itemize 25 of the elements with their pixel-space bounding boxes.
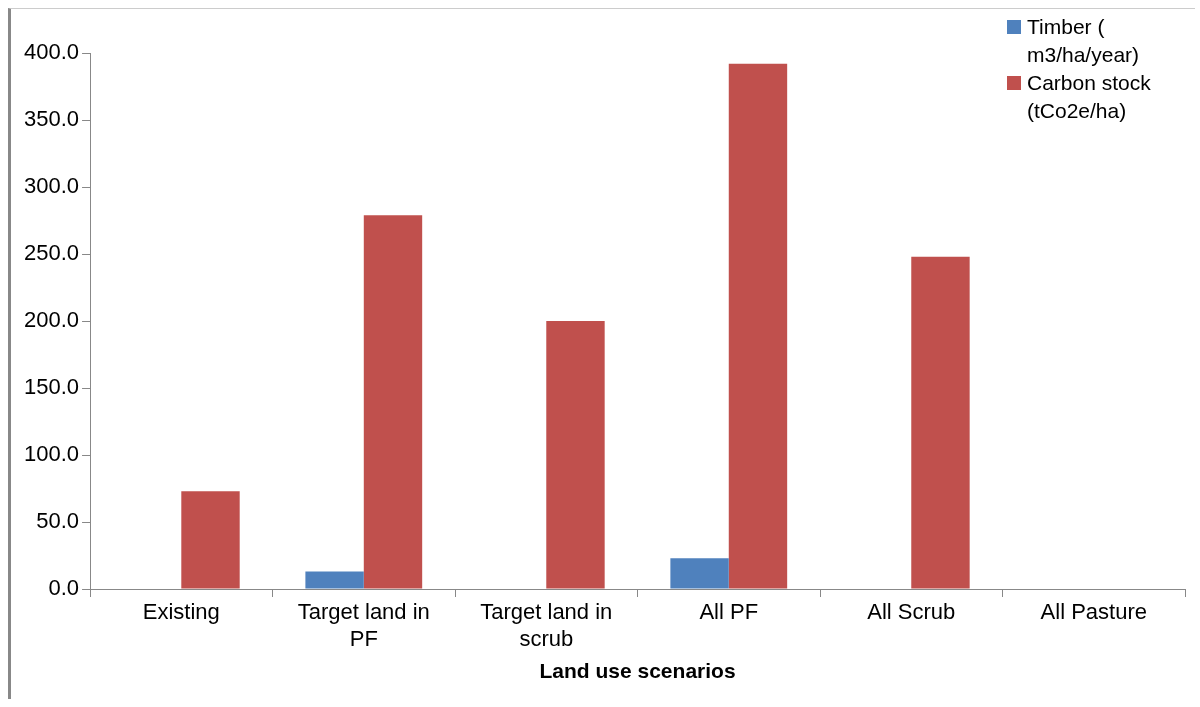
x-tick-label: All Scrub — [867, 599, 956, 625]
bar — [305, 571, 364, 589]
bar — [728, 63, 788, 589]
x-tick-label: Existing — [142, 599, 220, 625]
y-tick-label: 100.0 — [23, 441, 80, 467]
x-axis-title: Land use scenarios — [539, 659, 736, 683]
legend-label: Timber ( m3/ha/year) — [1027, 14, 1141, 68]
bar — [911, 256, 970, 589]
x-tick-label: All PF — [699, 599, 759, 625]
y-tick-label: 300.0 — [23, 173, 80, 199]
y-tick-label: 150.0 — [23, 374, 80, 400]
bar — [546, 321, 605, 589]
x-tick-label: All Pasture — [1040, 599, 1147, 625]
y-tick-label: 400.0 — [23, 39, 80, 65]
y-tick-label: 200.0 — [23, 307, 80, 333]
bar — [181, 491, 240, 589]
legend-label: Carbon stock (tCo2e/ha) — [1027, 70, 1152, 124]
y-tick-label: 250.0 — [23, 240, 80, 266]
x-tick-label: Target land in PF — [297, 599, 430, 651]
y-tick-label: 50.0 — [36, 508, 80, 534]
bar — [670, 558, 729, 589]
bar — [363, 215, 423, 589]
y-tick-label: 350.0 — [23, 106, 80, 132]
y-tick-label: 0.0 — [48, 575, 80, 601]
x-tick-label: Target land in scrub — [480, 599, 613, 651]
